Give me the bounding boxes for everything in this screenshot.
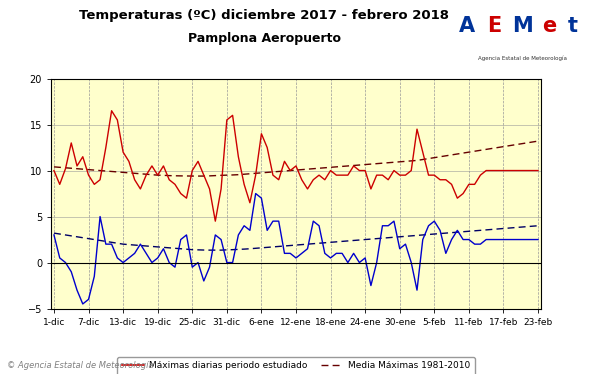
Text: Agencia Estatal de Meteorología: Agencia Estatal de Meteorología <box>478 55 567 61</box>
Text: © Agencia Estatal de Meteorología: © Agencia Estatal de Meteorología <box>7 361 154 370</box>
Text: Pamplona Aeropuerto: Pamplona Aeropuerto <box>188 32 341 45</box>
Text: e: e <box>542 16 557 36</box>
Text: A: A <box>459 16 475 36</box>
Text: Temperaturas (ºC) diciembre 2017 - febrero 2018: Temperaturas (ºC) diciembre 2017 - febre… <box>79 9 450 22</box>
Text: t: t <box>568 16 578 36</box>
Legend: Máximas diarias periodo estudiado, Mínimas diarias periodo estudiado, Media Máxi: Máximas diarias periodo estudiado, Mínim… <box>117 357 475 374</box>
Text: M: M <box>513 16 533 36</box>
Text: E: E <box>487 16 501 36</box>
